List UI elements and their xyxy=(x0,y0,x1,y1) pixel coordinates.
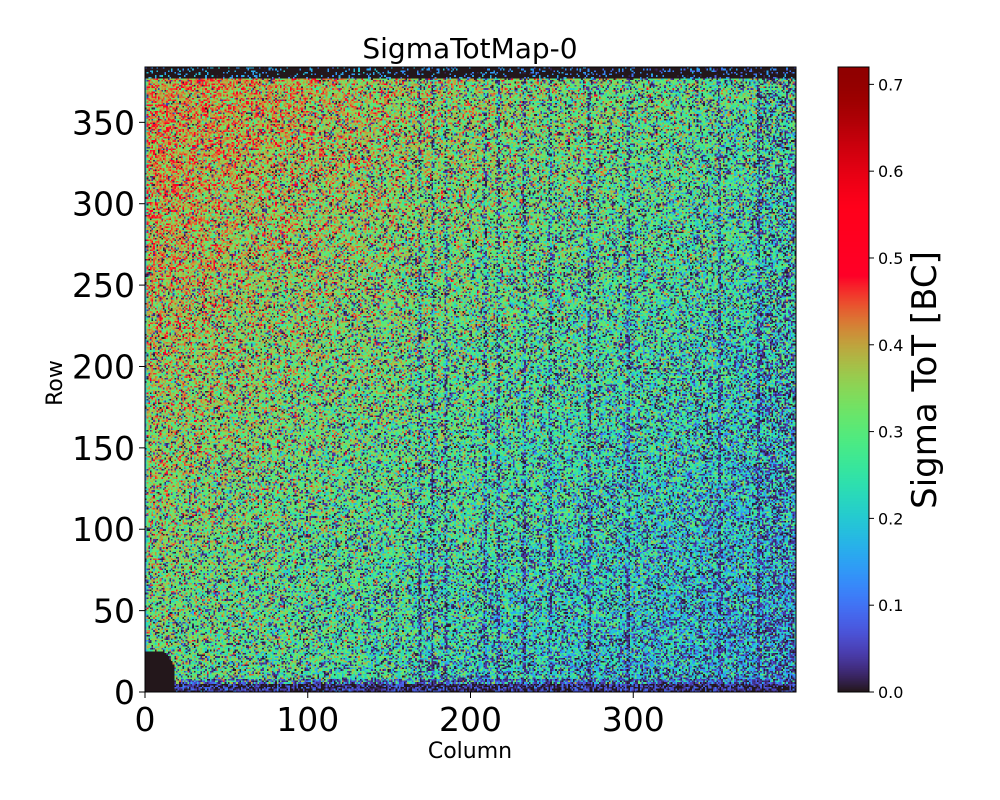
colorbar-tick-label: 0.1 xyxy=(878,596,903,615)
heatmap-frame xyxy=(144,66,797,693)
x-tick-label: 100 xyxy=(276,700,339,739)
y-tick-label: 0 xyxy=(114,673,135,712)
y-axis-ticks: 0 50 100 150 200 250 300 350 xyxy=(72,103,145,712)
y-tick-label: 100 xyxy=(72,510,135,549)
colorbar-ticks: 0.0 0.1 0.2 0.3 0.4 0.5 0.6 0.7 xyxy=(869,75,903,702)
y-tick-label: 50 xyxy=(93,592,135,631)
y-tick-label: 250 xyxy=(72,266,135,305)
y-tick-label: 300 xyxy=(72,185,135,224)
colorbar-tick-label: 0.6 xyxy=(878,162,903,181)
x-axis-label: Column xyxy=(428,739,512,764)
chart-title: SigmaTotMap-0 xyxy=(362,32,577,65)
y-tick-label: 150 xyxy=(72,429,135,468)
colorbar-label: Sigma ToT [BC] xyxy=(905,251,945,509)
y-tick-label: 350 xyxy=(72,103,135,142)
x-tick-label: 200 xyxy=(439,700,502,739)
colorbar-tick-label: 0.4 xyxy=(878,336,903,355)
colorbar-tick-label: 0.2 xyxy=(878,509,903,528)
colorbar-tick-label: 0.3 xyxy=(878,423,903,442)
colorbar-tick-label: 0.7 xyxy=(878,75,903,94)
x-tick-label: 0 xyxy=(135,700,156,739)
y-tick-label: 200 xyxy=(72,347,135,386)
y-axis-label: Row xyxy=(43,360,68,406)
x-tick-label: 300 xyxy=(602,700,665,739)
colorbar-gradient xyxy=(838,67,869,692)
colorbar-tick-label: 0.0 xyxy=(878,683,903,702)
heatmap-image xyxy=(145,67,796,692)
colorbar-frame xyxy=(837,66,870,693)
colorbar-tick-label: 0.5 xyxy=(878,249,903,268)
x-axis-ticks: 0 100 200 300 xyxy=(135,692,665,739)
